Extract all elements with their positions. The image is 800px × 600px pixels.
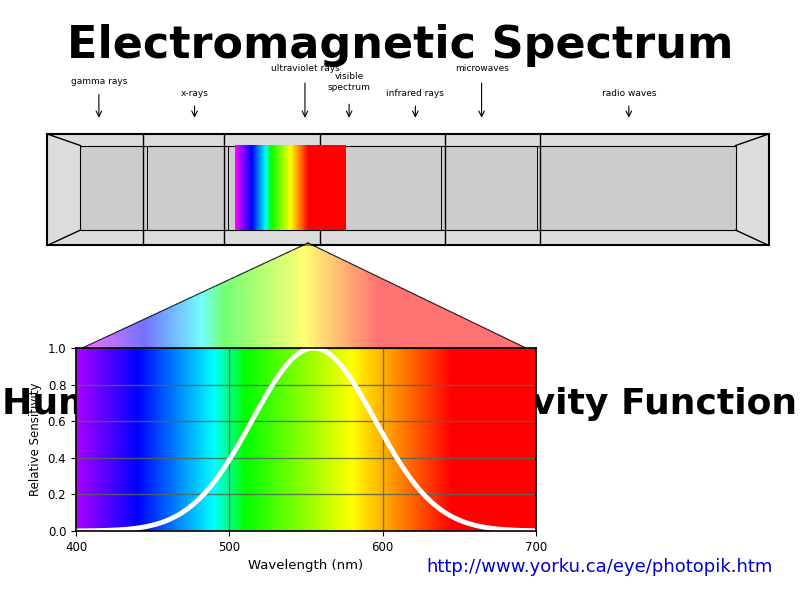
Text: Human Luminance Sensitivity Function: Human Luminance Sensitivity Function	[2, 387, 798, 421]
Text: gamma rays: gamma rays	[70, 77, 127, 86]
Text: ultraviolet rays: ultraviolet rays	[270, 64, 339, 73]
Bar	[47, 134, 769, 245]
Text: microwaves: microwaves	[454, 64, 509, 73]
X-axis label: Wavelength (nm): Wavelength (nm)	[249, 559, 363, 572]
Bar	[81, 146, 735, 230]
Text: x-rays: x-rays	[181, 89, 209, 98]
Y-axis label: Relative Sensitivity: Relative Sensitivity	[29, 383, 42, 496]
Text: radio waves: radio waves	[602, 89, 656, 98]
Text: Electromagnetic Spectrum: Electromagnetic Spectrum	[67, 24, 733, 67]
Text: http://www.yorku.ca/eye/photopik.htm: http://www.yorku.ca/eye/photopik.htm	[427, 558, 773, 576]
Text: infrared rays: infrared rays	[386, 89, 444, 98]
Text: visible
spectrum: visible spectrum	[328, 73, 370, 92]
